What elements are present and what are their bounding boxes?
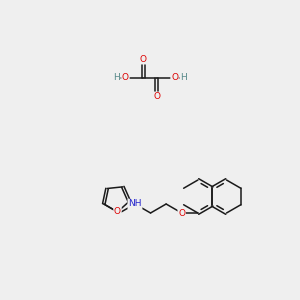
Text: O: O xyxy=(114,207,121,216)
Text: O: O xyxy=(171,74,178,82)
Text: H: H xyxy=(113,74,120,82)
Text: O: O xyxy=(140,55,147,64)
Text: O: O xyxy=(178,208,185,217)
Text: H: H xyxy=(180,74,187,82)
Text: O: O xyxy=(122,74,129,82)
Text: O: O xyxy=(153,92,160,101)
Text: NH: NH xyxy=(128,200,142,208)
